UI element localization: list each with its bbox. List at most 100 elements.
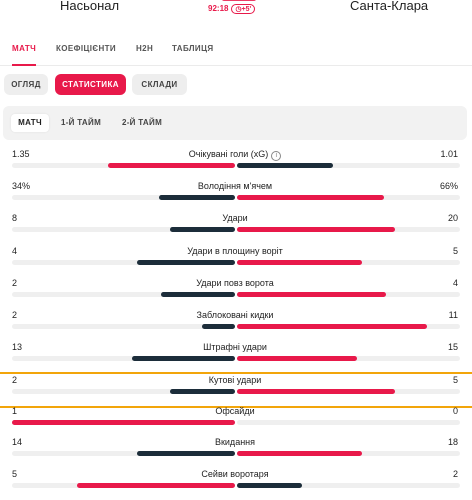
away-stat-track bbox=[237, 356, 460, 361]
sub-tab-statistics[interactable]: СТАТИСТИКА bbox=[55, 74, 126, 95]
stat-name: Кутові удари bbox=[12, 375, 458, 385]
away-stat-value: 1.01 bbox=[440, 149, 458, 159]
stat-row: 5 Сейви воротаря 2 bbox=[0, 468, 472, 500]
live-indicator bbox=[222, 0, 256, 1]
home-stat-bar bbox=[136, 260, 235, 265]
away-stat-bar bbox=[237, 483, 302, 488]
stat-row: 1.35 Очікувані голи (xG) i 1.01 bbox=[0, 148, 472, 180]
away-stat-bar bbox=[237, 389, 396, 394]
tab-table[interactable]: ТАБЛИЦЯ bbox=[172, 44, 214, 53]
stat-row: 1 Офсайди 0 bbox=[0, 405, 472, 437]
stat-row: 4 Удари в площину воріт 5 bbox=[0, 245, 472, 277]
away-stat-bar bbox=[237, 163, 333, 168]
away-stat-value: 11 bbox=[448, 310, 458, 320]
stat-row: 2 Удари повз ворота 4 bbox=[0, 277, 472, 309]
home-team-name[interactable]: Насьонал bbox=[60, 0, 120, 13]
stat-name: Заблоковані кидки bbox=[12, 310, 458, 320]
home-stat-bar bbox=[136, 451, 235, 456]
away-stat-bar bbox=[237, 324, 427, 329]
home-stat-value: 4 bbox=[12, 246, 18, 256]
clock-icon: ◷ bbox=[235, 6, 242, 13]
period-second-half[interactable]: 2-Й ТАЙМ bbox=[121, 118, 163, 127]
away-stat-value: 15 bbox=[447, 342, 458, 352]
tab-h2h[interactable]: H2H bbox=[136, 44, 154, 53]
period-selector: МАТЧ 1-Й ТАЙМ 2-Й ТАЙМ bbox=[3, 106, 467, 140]
period-match[interactable]: МАТЧ bbox=[11, 114, 49, 132]
stat-name: Очікувані голи (xG) i bbox=[12, 149, 458, 161]
sub-tab-lineups[interactable]: СКЛАДИ bbox=[132, 74, 187, 95]
home-stat-track bbox=[12, 227, 235, 232]
stat-name: Вкидання bbox=[12, 437, 458, 447]
home-stat-bar bbox=[170, 389, 235, 394]
sub-tab-overview[interactable]: ОГЛЯД bbox=[4, 74, 48, 95]
home-stat-bar bbox=[107, 163, 235, 168]
home-stat-value: 2 bbox=[12, 375, 18, 385]
home-stat-bar bbox=[170, 227, 235, 232]
away-stat-track bbox=[237, 389, 460, 394]
home-stat-bar bbox=[161, 292, 235, 297]
away-stat-value: 20 bbox=[447, 213, 458, 223]
away-team-name[interactable]: Санта-Клара bbox=[350, 0, 429, 13]
away-stat-value: 5 bbox=[452, 375, 458, 385]
away-stat-value: 18 bbox=[447, 437, 458, 447]
away-stat-value: 5 bbox=[452, 246, 458, 256]
stat-name-text: Заблоковані кидки bbox=[196, 310, 274, 320]
stat-name: Офсайди bbox=[12, 406, 458, 416]
period-first-half[interactable]: 1-Й ТАЙМ bbox=[60, 118, 102, 127]
home-stat-track bbox=[12, 451, 235, 456]
stat-name-text: Удари в площину воріт bbox=[187, 246, 283, 256]
stat-row: 34% Володіння м'ячем 66% bbox=[0, 180, 472, 212]
away-stat-track bbox=[237, 163, 460, 168]
away-stat-value: 0 bbox=[452, 406, 458, 416]
match-header: Насьонал 92:18 ◷+5' Санта-Клара bbox=[0, 0, 472, 22]
stat-row: 14 Вкидання 18 bbox=[0, 436, 472, 468]
home-stat-track bbox=[12, 324, 235, 329]
home-stat-bar bbox=[201, 324, 235, 329]
home-stat-value: 5 bbox=[12, 469, 18, 479]
added-time: +5' bbox=[241, 6, 252, 13]
away-stat-track bbox=[237, 324, 460, 329]
away-stat-track bbox=[237, 420, 460, 425]
stat-row: 2 Заблоковані кидки 11 bbox=[0, 309, 472, 341]
home-stat-track bbox=[12, 420, 235, 425]
added-time-badge: ◷+5' bbox=[231, 4, 256, 14]
stat-row: 8 Удари 20 bbox=[0, 212, 472, 244]
stat-name: Удари повз ворота bbox=[12, 278, 458, 288]
home-stat-value: 2 bbox=[12, 310, 18, 320]
home-stat-value: 13 bbox=[12, 342, 23, 352]
away-stat-bar bbox=[237, 227, 396, 232]
home-stat-track bbox=[12, 163, 235, 168]
stat-name-text: Удари bbox=[222, 213, 248, 223]
home-stat-value: 2 bbox=[12, 278, 18, 288]
home-stat-bar bbox=[132, 356, 235, 361]
away-stat-bar bbox=[237, 451, 362, 456]
tab-match[interactable]: МАТЧ bbox=[12, 44, 37, 66]
home-stat-track bbox=[12, 195, 235, 200]
stat-name: Штрафні удари bbox=[12, 342, 458, 352]
away-stat-track bbox=[237, 451, 460, 456]
away-stat-bar bbox=[237, 356, 358, 361]
stat-row: 2 Кутові удари 5 bbox=[0, 372, 472, 408]
away-stat-track bbox=[237, 483, 460, 488]
away-stat-bar bbox=[237, 292, 387, 297]
away-stat-track bbox=[237, 227, 460, 232]
away-stat-bar bbox=[237, 260, 362, 265]
home-stat-value: 1 bbox=[12, 406, 18, 416]
home-stat-track bbox=[12, 483, 235, 488]
away-stat-track bbox=[237, 292, 460, 297]
away-stat-bar bbox=[237, 195, 385, 200]
home-stat-bar bbox=[159, 195, 235, 200]
stat-name-text: Очікувані голи (xG) bbox=[188, 149, 269, 159]
home-stat-track bbox=[12, 356, 235, 361]
tab-odds[interactable]: КОЕФІЦІЄНТИ bbox=[56, 44, 117, 53]
stat-name-text: Вкидання bbox=[214, 437, 256, 447]
home-stat-value: 1.35 bbox=[12, 149, 30, 159]
home-stat-value: 34% bbox=[12, 181, 31, 191]
stat-name-text: Володіння м'ячем bbox=[197, 181, 273, 191]
info-icon[interactable]: i bbox=[271, 151, 282, 161]
stat-row: 13 Штрафні удари 15 bbox=[0, 341, 472, 373]
stat-name-text: Удари повз ворота bbox=[196, 278, 274, 288]
stat-name-text: Кутові удари bbox=[208, 375, 262, 385]
away-stat-track bbox=[237, 195, 460, 200]
home-stat-value: 8 bbox=[12, 213, 18, 223]
